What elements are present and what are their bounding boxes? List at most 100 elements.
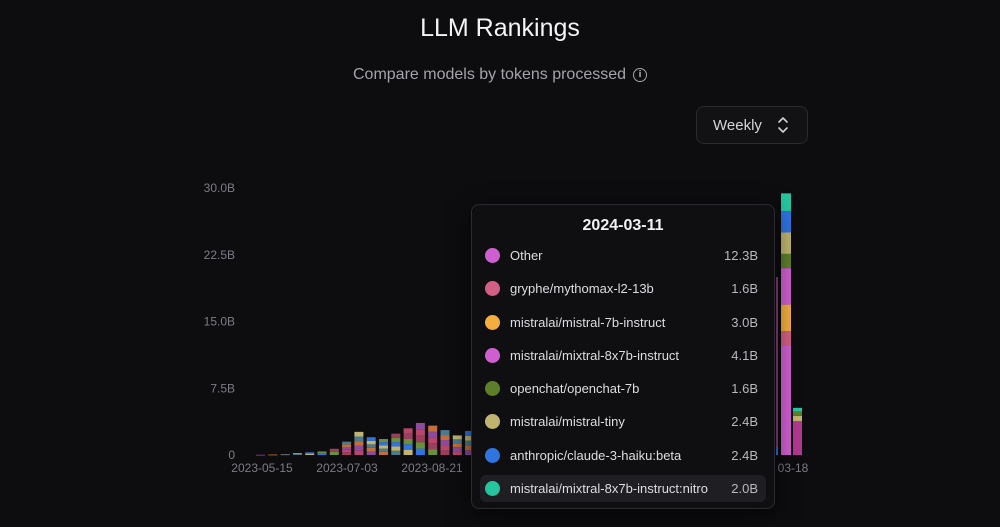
bar-segment[interactable] xyxy=(342,449,352,453)
info-icon[interactable]: i xyxy=(633,68,648,82)
bar-segment[interactable] xyxy=(465,430,475,436)
bar-segment[interactable] xyxy=(354,445,364,451)
bar-segment[interactable] xyxy=(354,450,364,455)
bar-segment[interactable] xyxy=(428,425,438,432)
bar-segment[interactable] xyxy=(256,454,265,456)
bar-segment-highlighted[interactable] xyxy=(781,331,791,346)
tooltip-row: mistralai/mistral-tiny 2.4B xyxy=(480,408,766,435)
bar-segment[interactable] xyxy=(793,421,802,455)
bar-segment[interactable] xyxy=(305,452,315,454)
bar-segment[interactable] xyxy=(391,442,401,447)
series-name: Other xyxy=(510,248,543,263)
bar-segment[interactable] xyxy=(776,277,778,447)
bar-segment[interactable] xyxy=(440,435,450,441)
bar-segment[interactable] xyxy=(391,446,401,451)
bar-segment[interactable] xyxy=(354,441,364,446)
bar-segment[interactable] xyxy=(354,436,364,442)
bar-segment[interactable] xyxy=(403,444,413,450)
bar-segment[interactable] xyxy=(440,450,450,455)
bar-segment[interactable] xyxy=(465,440,475,446)
bar-segment[interactable] xyxy=(391,433,401,438)
bar-segment[interactable] xyxy=(440,440,450,446)
bar-segment[interactable] xyxy=(428,449,438,455)
bar-segment[interactable] xyxy=(403,433,413,439)
bar-segment[interactable] xyxy=(465,435,475,441)
bar-segment[interactable] xyxy=(305,453,315,455)
bar-segment-highlighted[interactable] xyxy=(781,253,791,269)
bar-segment[interactable] xyxy=(793,407,802,412)
bar-segment[interactable] xyxy=(342,441,352,445)
bar-segment-highlighted[interactable] xyxy=(781,345,791,455)
bar-segment[interactable] xyxy=(366,440,376,445)
bar-segment[interactable] xyxy=(292,454,302,455)
bar-segment[interactable] xyxy=(391,437,401,443)
bar-segment[interactable] xyxy=(403,449,413,455)
bar-segment-highlighted[interactable] xyxy=(781,211,791,233)
bar-segment[interactable] xyxy=(415,422,425,430)
series-name: mistralai/mistral-7b-instruct xyxy=(510,314,666,330)
series-value: 4.1B xyxy=(731,347,758,363)
bar-segment[interactable] xyxy=(415,429,425,436)
bar-segment[interactable] xyxy=(366,447,376,452)
series-color-dot xyxy=(485,314,500,330)
bar-segment[interactable] xyxy=(366,437,376,441)
bar-segment-highlighted[interactable] xyxy=(781,193,791,212)
bar-segment[interactable] xyxy=(415,448,425,455)
series-value: 2.0B xyxy=(731,481,758,497)
bar-segment[interactable] xyxy=(415,442,425,449)
bar-segment[interactable] xyxy=(317,451,327,454)
bar-segment[interactable] xyxy=(440,430,450,436)
bar-segment[interactable] xyxy=(776,446,778,455)
bar-segment[interactable] xyxy=(342,444,352,447)
bar-segment[interactable] xyxy=(268,454,278,456)
bar-segment[interactable] xyxy=(440,445,450,451)
bar-segment[interactable] xyxy=(280,454,290,455)
bar-segment[interactable] xyxy=(379,438,388,443)
bar-segment[interactable] xyxy=(379,448,388,452)
bar-segment[interactable] xyxy=(452,451,462,455)
bar-segment[interactable] xyxy=(354,431,364,437)
series-color-dot xyxy=(485,381,500,397)
page-subtitle-row: Compare models by tokens processed i xyxy=(0,66,1000,84)
series-name: openchat/openchat-7b xyxy=(510,381,640,397)
bar-segment[interactable] xyxy=(366,451,376,455)
bar-segment[interactable] xyxy=(391,450,401,455)
bar-segment[interactable] xyxy=(366,444,376,448)
bar-segment[interactable] xyxy=(452,443,462,448)
bar-segment[interactable] xyxy=(415,435,425,443)
bar-segment[interactable] xyxy=(465,450,475,455)
bar-segment[interactable] xyxy=(329,448,339,452)
bar-segment-highlighted[interactable] xyxy=(781,232,791,254)
bar-segment[interactable] xyxy=(342,452,352,455)
bar-segment[interactable] xyxy=(428,431,438,438)
series-name: mistralai/mistral-tiny xyxy=(510,414,625,430)
x-tick-label: 2023-05-15 xyxy=(231,461,293,475)
bar-segment[interactable] xyxy=(403,428,413,434)
bar-segment[interactable] xyxy=(793,411,802,416)
bar-segment[interactable] xyxy=(793,415,802,422)
bar-segment[interactable] xyxy=(452,447,462,452)
bar-segment[interactable] xyxy=(403,438,413,445)
bar-segment-highlighted[interactable] xyxy=(781,268,791,305)
bar-segment[interactable] xyxy=(465,445,475,451)
bar-segment-highlighted[interactable] xyxy=(781,304,791,332)
bar-segment[interactable] xyxy=(428,443,438,450)
tooltip-row: mistralai/mixtral-8x7b-instruct 4.1B xyxy=(480,342,766,369)
bar-segment[interactable] xyxy=(280,454,290,456)
tooltip-row: anthropic/claude-3-haiku:beta 2.4B xyxy=(480,442,766,469)
period-select[interactable]: Weekly xyxy=(696,106,808,144)
bar-segment[interactable] xyxy=(379,445,388,449)
bar-segment[interactable] xyxy=(292,453,302,455)
bar-segment[interactable] xyxy=(342,446,352,450)
bar-segment[interactable] xyxy=(452,439,462,444)
bar-segment[interactable] xyxy=(452,435,462,440)
bar-segment[interactable] xyxy=(379,451,388,455)
series-color-dot xyxy=(485,281,500,297)
series-value: 1.6B xyxy=(731,281,758,297)
tooltip-row: mistralai/mistral-7b-instruct 3.0B xyxy=(480,309,766,336)
bar-segment[interactable] xyxy=(428,437,438,444)
bar-segment[interactable] xyxy=(317,453,327,455)
bar-segment[interactable] xyxy=(329,451,339,455)
bar-segment[interactable] xyxy=(379,442,388,446)
